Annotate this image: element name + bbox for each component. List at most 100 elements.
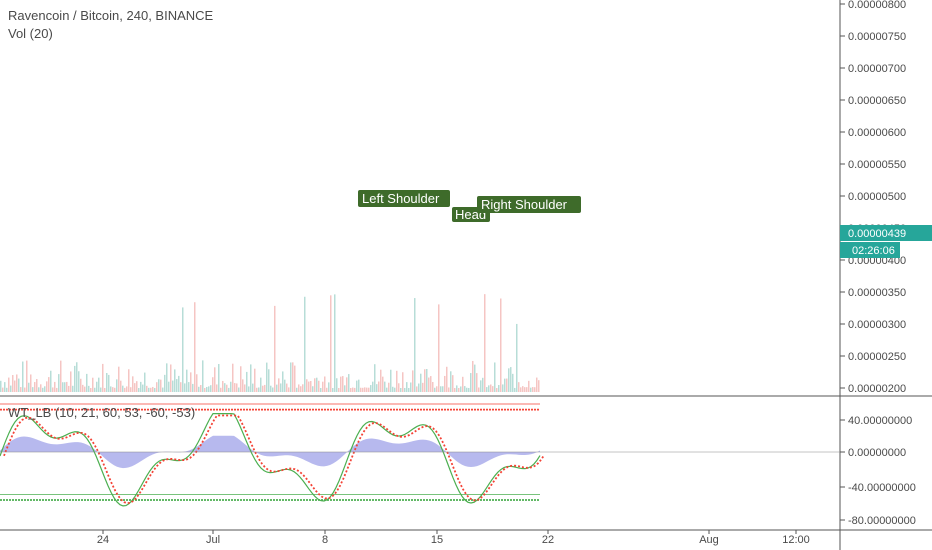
volume-bar [28,382,30,392]
volume-bar [68,385,70,392]
volume-bar [136,381,138,392]
volume-bar [462,376,464,392]
volume-bar [118,366,120,392]
volume-bar [122,385,124,392]
volume-bar [518,382,520,392]
volume-bar [46,381,48,392]
volume-bar [250,364,252,392]
volume-bar [300,386,302,392]
volume-bar [440,386,442,392]
volume-bar [386,387,388,392]
volume-bar [242,379,244,392]
volume-bar [12,375,14,392]
right-shoulder-label: Right Shoulder [481,197,568,212]
volume-bar [140,381,142,392]
volume-bar [454,387,456,392]
volume-bar [74,365,76,392]
volume-bar [312,386,314,392]
volume-bar [432,381,434,392]
symbol-title: Ravencoin / Bitcoin, 240, BINANCE [8,8,214,23]
volume-bar [164,374,166,392]
volume-bar [536,377,538,392]
volume-bar [434,387,436,392]
osc-tick-label: 40.00000000 [848,415,912,427]
volume-bar [48,377,50,392]
volume-bar [172,380,174,392]
price-axis[interactable]: 0.00000800 0.00000750 0.00000700 0.00000650… [840,0,906,395]
volume-bar [226,384,228,392]
volume-bar [270,385,272,392]
volume-bar [176,379,178,392]
volume-bar [414,298,416,392]
volume-bar [156,382,158,392]
volume-bar [500,298,502,392]
volume-bar [522,386,524,392]
volume-bar [394,387,396,392]
volume-bar [350,387,352,392]
volume-bar [378,381,380,392]
volume-bar [244,384,246,392]
volume-bar [130,387,132,392]
volume-bar [126,386,128,392]
volume-bar [178,375,180,392]
volume-title: Vol (20) [8,26,53,41]
volume-bar [410,382,412,392]
volume-bar [310,381,312,392]
volume-bar [202,360,204,392]
volume-bar [362,387,364,392]
volume-bar [456,385,458,392]
time-tick-label: 12:00 [782,534,810,546]
volume-bar [232,363,234,392]
volume-bar [364,387,366,392]
left-shoulder-annotation[interactable]: Left Shoulder [358,190,450,207]
volume-bar [200,385,202,392]
volume-bar [472,360,474,392]
volume-bar [240,366,242,392]
volume-bar [10,385,12,392]
volume-bar [212,377,214,392]
volume-bar [376,384,378,392]
volume-bar [308,381,310,392]
volume-bar [368,387,370,392]
volume-bar [234,383,236,392]
volume-bar [286,383,288,392]
left-shoulder-label: Left Shoulder [362,191,440,206]
price-tick-label: 0.00000300 [848,319,906,331]
time-axis[interactable]: 24 Jul 8 15 22 Aug 12:00 [97,530,810,546]
volume-bar [442,386,444,392]
volume-bar [162,387,164,392]
volume-bar [302,384,304,392]
volume-bar [348,374,350,392]
volume-bar [8,377,10,392]
volume-bar [214,367,216,392]
volume-bar [504,378,506,392]
volume-bar [252,383,254,392]
volume-bar [498,385,500,392]
oscillator-panel[interactable] [0,403,840,507]
volume-bar [316,377,318,392]
volume-bar [356,380,358,392]
volume-bar [90,387,92,392]
volume-bar [446,366,448,392]
volume-bar [144,372,146,392]
volume-bar [516,323,518,392]
oscillator-axis[interactable]: 40.00000000 0.00000000 -40.00000000 -80.000… [840,415,916,527]
volume-bar [510,367,512,392]
volume-bar [26,360,28,392]
volume-bar [268,369,270,392]
price-panel[interactable] [0,0,840,392]
volume-bar [82,384,84,392]
volume-bar [20,387,22,392]
volume-bar [470,373,472,392]
volume-bar [400,388,402,392]
volume-bar [390,369,392,392]
volume-bar [426,368,428,392]
volume-bar [114,387,116,392]
volume-bar [256,387,258,392]
right-shoulder-annotation[interactable]: Right Shoulder [477,196,581,213]
volume-bar [4,382,6,392]
volume-bar [344,385,346,392]
volume-bar [370,385,372,392]
volume-bar [100,387,102,392]
